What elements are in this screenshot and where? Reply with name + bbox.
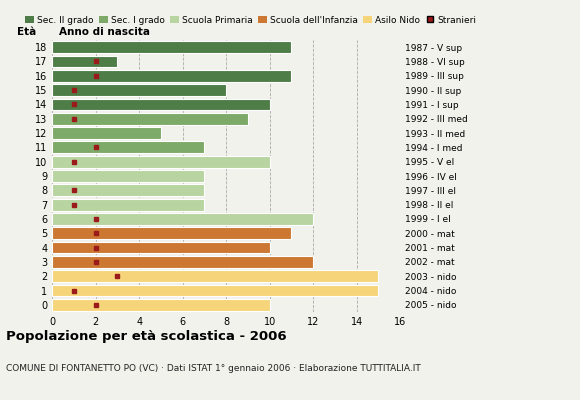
Bar [52,242,270,254]
Text: Età: Età [17,27,37,37]
Bar [52,299,270,311]
Bar [52,199,204,210]
Text: Popolazione per età scolastica - 2006: Popolazione per età scolastica - 2006 [6,330,287,343]
Bar [52,156,270,168]
Bar [52,170,204,182]
Bar [52,270,378,282]
Bar [52,84,226,96]
Bar [52,184,204,196]
Text: Anno di nascita: Anno di nascita [59,27,150,37]
Bar [52,142,204,153]
Bar [52,127,161,139]
Bar [52,41,291,53]
Text: COMUNE DI FONTANETTO PO (VC) · Dati ISTAT 1° gennaio 2006 · Elaborazione TUTTITA: COMUNE DI FONTANETTO PO (VC) · Dati ISTA… [6,364,420,373]
Bar [52,56,117,67]
Bar [52,113,248,125]
Bar [52,213,313,225]
Legend: Sec. II grado, Sec. I grado, Scuola Primaria, Scuola dell'Infanzia, Asilo Nido, : Sec. II grado, Sec. I grado, Scuola Prim… [26,16,476,25]
Bar [52,256,313,268]
Bar [52,70,291,82]
Bar [52,227,291,239]
Bar [52,98,270,110]
Bar [52,285,378,296]
